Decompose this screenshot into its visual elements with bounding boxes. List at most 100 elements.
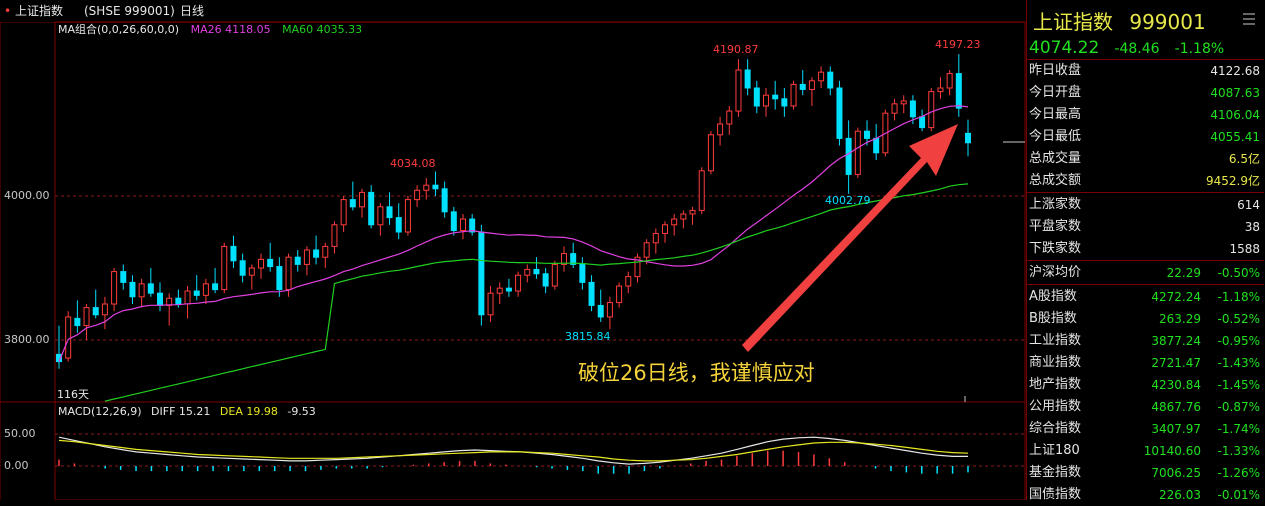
row-value: 3407.97 <box>1151 422 1201 436</box>
row-value: 38 <box>1244 220 1260 234</box>
candle-body <box>111 271 118 305</box>
macd-y-tick-50: 50.00 <box>4 427 36 440</box>
row-label: 沪深均价 <box>1029 265 1082 280</box>
row-value: 226.03 <box>1159 488 1201 502</box>
annotation-text: 破位26日线，我谨慎应对 <box>578 361 815 385</box>
candle-body <box>157 292 163 306</box>
index-row[interactable]: 综合指数 3407.97 -1.74% <box>1027 418 1264 440</box>
avg-row[interactable]: 沪深均价 22.29 -0.50% <box>1027 262 1264 284</box>
ma-legend-label[interactable]: MA组合(0,0,26,60,0,0) <box>58 23 180 36</box>
candle-body <box>772 94 779 100</box>
breadth-row[interactable]: 上涨家数 614 <box>1027 194 1264 216</box>
row-label: 今日最高 <box>1029 107 1082 122</box>
candle-body <box>294 256 301 265</box>
candle-body <box>561 253 567 265</box>
index-row[interactable]: 地产指数 4230.84 -1.45% <box>1027 374 1264 396</box>
candle-body <box>698 170 705 211</box>
row-value: 10140.60 <box>1143 444 1201 458</box>
quote-title: 上证指数 999001 <box>1033 6 1206 35</box>
breadth-row[interactable]: 下跌家数 1588 <box>1027 238 1264 260</box>
index-row[interactable]: 商业指数 2721.47 -1.43% <box>1027 352 1264 374</box>
index-row[interactable]: 国债指数 226.03 -0.01% <box>1027 484 1264 506</box>
candle-body <box>726 110 733 125</box>
candle-body <box>129 281 136 298</box>
candle-body <box>781 98 788 107</box>
row-pct: -0.01% <box>1217 488 1260 502</box>
candle-body <box>120 271 127 283</box>
candle-body <box>744 69 751 89</box>
row-value: 22.29 <box>1166 266 1201 280</box>
candle-body <box>359 191 365 208</box>
index-row[interactable]: 上证180 10140.60 -1.33% <box>1027 440 1264 462</box>
price-chart[interactable] <box>0 0 1026 500</box>
candle-body <box>946 73 953 89</box>
row-label: 今日开盘 <box>1029 85 1082 100</box>
candle-body <box>689 209 696 215</box>
quote-panel: 上证指数 999001 4074.22 -48.46 -1.18% 昨日收盘 41… <box>1026 0 1265 502</box>
candle-body <box>671 218 678 226</box>
candle-body <box>147 283 154 294</box>
candle-body <box>616 285 623 304</box>
macd-dea-line <box>58 439 969 462</box>
quote-code: 999001 <box>1129 10 1206 34</box>
row-value: 4055.41 <box>1210 130 1260 144</box>
index-row[interactable]: B股指数 263.29 -0.52% <box>1027 308 1264 330</box>
candle-body <box>239 260 246 276</box>
annotation-arrow-icon <box>742 124 958 352</box>
candle-body <box>891 103 898 114</box>
index-row[interactable]: 公用指数 4867.76 -0.87% <box>1027 396 1264 418</box>
row-label: 总成交量 <box>1029 151 1082 166</box>
index-row[interactable]: 基金指数 7006.25 -1.26% <box>1027 462 1264 484</box>
stat-row[interactable]: 总成交额 9452.9亿 <box>1027 170 1264 192</box>
candle-body <box>230 245 237 262</box>
candle-body <box>625 276 632 287</box>
candle-body <box>542 273 549 287</box>
row-label: 基金指数 <box>1029 465 1082 480</box>
candle-body <box>138 283 145 298</box>
row-pct: -0.95% <box>1217 334 1260 348</box>
candle-body <box>919 116 926 129</box>
stat-row[interactable]: 总成交量 6.5亿 <box>1027 148 1264 170</box>
row-pct: -0.52% <box>1217 312 1260 326</box>
candle-body <box>588 281 595 306</box>
stat-row[interactable]: 今日最高 4106.04 <box>1027 104 1264 126</box>
index-row[interactable]: A股指数 4272.24 -1.18% <box>1027 286 1264 308</box>
stat-row[interactable]: 今日开盘 4087.63 <box>1027 82 1264 104</box>
candle-body <box>414 189 421 201</box>
candle-body <box>717 123 724 136</box>
quote-name: 上证指数 <box>1033 10 1113 34</box>
candle-body <box>496 287 503 294</box>
row-value: 4087.63 <box>1210 86 1260 100</box>
candle-body <box>478 231 485 316</box>
candle-body <box>423 184 430 191</box>
ma26-legend: MA26 4118.05 <box>190 23 271 36</box>
menu-icon[interactable] <box>1240 12 1258 26</box>
divider <box>1027 59 1264 60</box>
macd-legend-label[interactable]: MACD(12,26,9) <box>58 405 142 418</box>
candle-body <box>900 100 907 105</box>
stat-row[interactable]: 昨日收盘 4122.68 <box>1027 60 1264 82</box>
candle-body <box>221 245 228 291</box>
stat-row[interactable]: 今日最低 4055.41 <box>1027 126 1264 148</box>
candle-body <box>193 290 200 296</box>
macd-histogram <box>58 450 969 474</box>
candle-body <box>469 218 476 233</box>
candle-body <box>937 87 944 93</box>
row-label: 综合指数 <box>1029 421 1082 436</box>
candle-body <box>579 263 586 283</box>
high-label: 4190.87 <box>713 43 759 56</box>
index-row[interactable]: 工业指数 3877.24 -0.95% <box>1027 330 1264 352</box>
candle-body <box>267 258 274 268</box>
breadth-row[interactable]: 平盘家数 38 <box>1027 216 1264 238</box>
bullet-icon: • <box>4 4 12 18</box>
candle-body <box>92 307 99 316</box>
candle-body <box>285 256 292 291</box>
ma60-legend: MA60 4035.33 <box>282 23 363 36</box>
candle-body <box>487 292 494 316</box>
low-label: 3815.84 <box>565 330 611 343</box>
chart-period[interactable]: 日线 <box>180 4 205 18</box>
chart-title[interactable]: 上证指数 <box>15 4 64 18</box>
row-label: A股指数 <box>1029 289 1077 304</box>
candle-body <box>166 297 173 306</box>
high-label: 4034.08 <box>390 157 436 170</box>
